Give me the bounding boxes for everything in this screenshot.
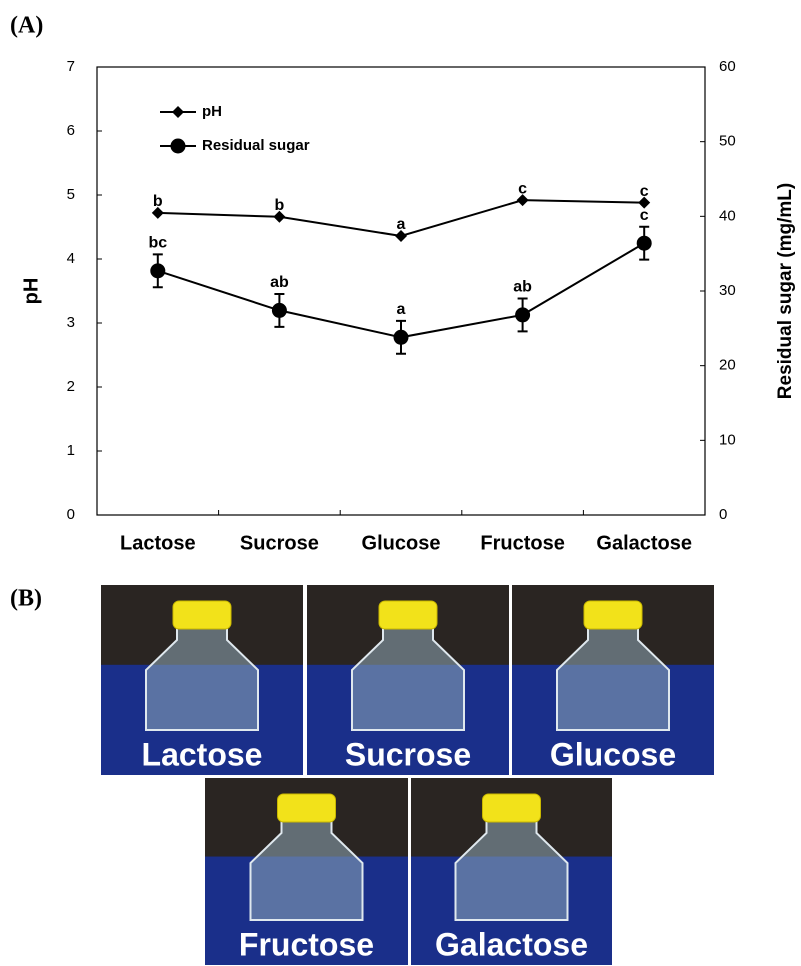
significance-label: a (397, 301, 406, 318)
point (151, 206, 164, 219)
y2-axis-title: Residual sugar (mg/mL) (775, 183, 796, 399)
point (170, 138, 186, 154)
point (638, 196, 651, 209)
bottle-cap (277, 793, 336, 823)
significance-label: b (275, 197, 285, 214)
y-tick-label: 1 (67, 442, 75, 459)
bottle-cap (172, 600, 232, 630)
y-tick-label: 6 (67, 122, 75, 139)
significance-label: bc (148, 235, 167, 252)
point (172, 106, 184, 118)
x-tick-label: Lactose (120, 532, 196, 554)
bottle-cap (482, 793, 541, 823)
x-tick-label: Glucose (362, 532, 441, 554)
y-tick-label: 7 (67, 58, 75, 75)
photo: Fructose (205, 778, 408, 965)
point (515, 307, 531, 323)
photo-label: Fructose (239, 926, 374, 962)
x-tick-label: Sucrose (240, 532, 319, 554)
y2-tick-label: 0 (719, 506, 727, 523)
point (393, 329, 409, 345)
legend-label: pH (202, 103, 222, 120)
photo: Glucose (512, 585, 714, 775)
photo: Sucrose (307, 585, 509, 775)
significance-label: ab (270, 274, 289, 291)
significance-label: c (518, 180, 527, 197)
photo-label: Lactose (142, 736, 263, 772)
point (150, 263, 166, 279)
photo: Galactose (411, 778, 612, 965)
x-tick-label: Fructose (480, 532, 564, 554)
photo: Lactose (101, 585, 303, 775)
plot-frame (96, 66, 706, 516)
y-tick-label: 2 (67, 378, 75, 395)
photo-label: Galactose (435, 926, 588, 962)
y-tick-label: 3 (67, 314, 75, 331)
photo-label: Sucrose (345, 736, 471, 772)
bottle-cap (378, 600, 438, 630)
point (636, 235, 652, 251)
point (271, 302, 287, 318)
y2-tick-label: 60 (719, 58, 736, 75)
y-tick-label: 0 (67, 506, 75, 523)
x-tick-label: Galactose (596, 532, 692, 554)
significance-label: c (640, 207, 649, 224)
significance-label: a (397, 216, 406, 233)
panel-label: (B) (10, 586, 42, 612)
point (273, 210, 286, 223)
point (516, 194, 529, 207)
significance-label: b (153, 193, 163, 210)
y2-tick-label: 40 (719, 207, 736, 224)
y2-tick-label: 30 (719, 282, 736, 299)
y-axis-title: pH (20, 278, 42, 305)
y2-tick-label: 50 (719, 133, 736, 150)
significance-label: ab (513, 279, 532, 296)
panel-label: (A) (10, 13, 43, 39)
y2-tick-label: 20 (719, 357, 736, 374)
photo-label: Glucose (550, 736, 676, 772)
y-tick-label: 4 (67, 250, 75, 267)
point (395, 229, 407, 242)
y2-tick-label: 10 (719, 431, 736, 448)
bottle-cap (583, 600, 643, 630)
y-tick-label: 5 (67, 186, 75, 203)
legend-label: Residual sugar (202, 137, 310, 154)
significance-label: c (640, 183, 649, 200)
